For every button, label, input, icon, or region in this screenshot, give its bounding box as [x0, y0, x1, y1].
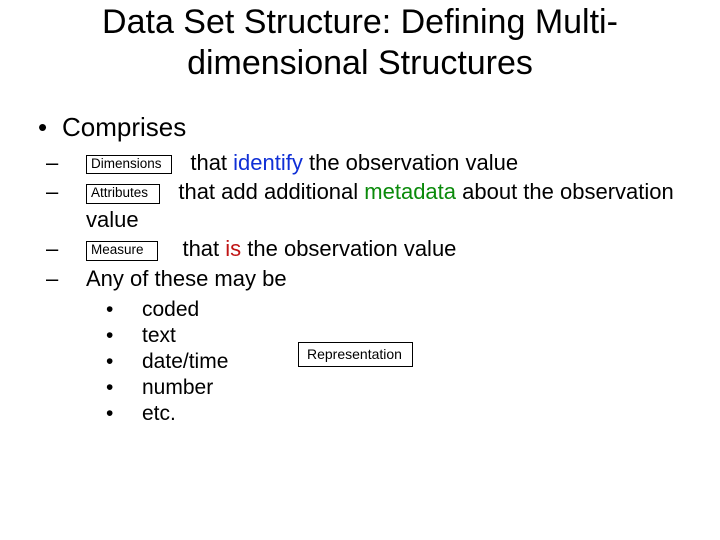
item-measure-post: the observation value	[241, 236, 456, 261]
item-attributes: –Attributes that add additional metadata…	[28, 178, 692, 233]
dot-glyph: •	[124, 376, 142, 400]
dot-glyph: •	[124, 298, 142, 322]
item-any: –Any of these may be	[28, 265, 692, 293]
item-attributes-pre: that add additional	[178, 179, 364, 204]
dot-glyph: •	[124, 324, 142, 348]
dash-glyph: –	[66, 178, 86, 206]
subitem-coded: •coded	[28, 298, 692, 322]
dash-glyph: –	[66, 265, 86, 293]
subitem-label: text	[142, 324, 176, 347]
item-measure-hl: is	[225, 236, 241, 261]
sub-list: •coded •text •date/time •number •etc. Re…	[28, 298, 692, 426]
subitem-label: date/time	[142, 350, 228, 373]
subitem-number: •number	[28, 376, 692, 400]
item-measure: –Measure that is the observation value	[28, 235, 692, 263]
item-attributes-hl: metadata	[364, 179, 456, 204]
subitem-label: number	[142, 376, 213, 399]
bullet-comprises: •Comprises	[28, 112, 692, 143]
box-representation: Representation	[298, 342, 413, 367]
dot-glyph: •	[124, 402, 142, 426]
subitem-label: coded	[142, 298, 199, 321]
box-dimensions: Dimensions	[86, 155, 172, 175]
slide: Data Set Structure: Defining Multi-dimen…	[0, 0, 720, 540]
bullet-glyph: •	[38, 112, 62, 143]
box-attributes: Attributes	[86, 184, 160, 204]
dash-glyph: –	[66, 235, 86, 263]
slide-title: Data Set Structure: Defining Multi-dimen…	[28, 0, 692, 84]
subitem-etc: •etc.	[28, 402, 692, 426]
item-measure-pre: that	[182, 236, 225, 261]
item-dimensions-post: the observation value	[303, 150, 518, 175]
dot-glyph: •	[124, 350, 142, 374]
box-measure: Measure	[86, 241, 158, 261]
comprises-label: Comprises	[62, 112, 186, 142]
item-dimensions-hl: identify	[233, 150, 303, 175]
item-dimensions: –Dimensions that identify the observatio…	[28, 149, 692, 177]
subitem-label: etc.	[142, 402, 176, 425]
item-dimensions-pre: that	[190, 150, 233, 175]
any-label: Any of these may be	[86, 266, 287, 291]
dash-glyph: –	[66, 149, 86, 177]
